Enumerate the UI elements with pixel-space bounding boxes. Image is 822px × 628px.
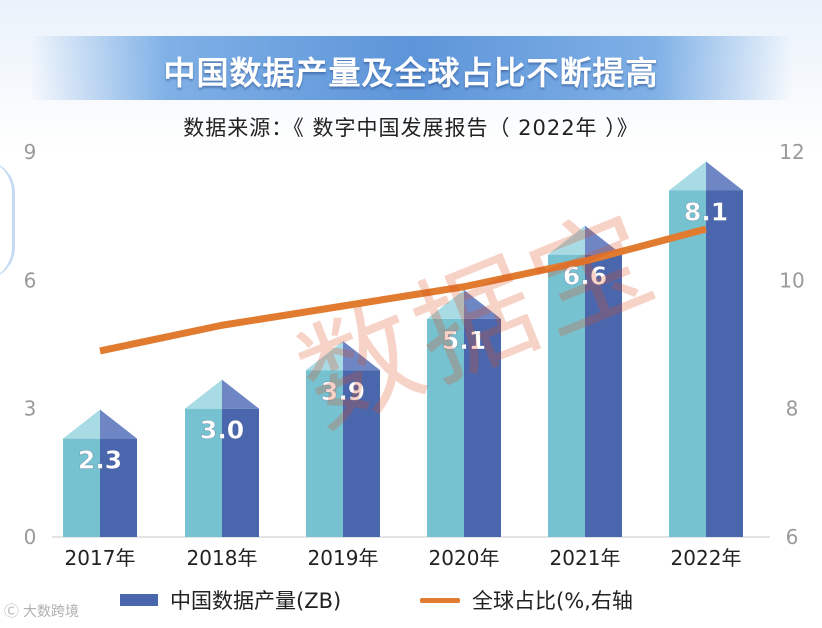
bar-cap-right [585, 225, 622, 255]
bar-data-label: 2.3 [78, 446, 122, 475]
logo-icon: Ⓒ [4, 602, 20, 620]
legend-item-bar: 中国数据产量(ZB) [120, 585, 341, 615]
logo-text: 大数跨境 [23, 603, 80, 620]
bar-data-label: 6.6 [563, 262, 607, 291]
bar-right-face [100, 438, 137, 537]
line-series-global-share [99, 225, 707, 355]
bar-cap-right [343, 341, 380, 371]
bar-left-face [185, 408, 222, 537]
bar-data-label: 3.9 [321, 377, 365, 406]
bar-left-face [669, 190, 706, 537]
bar-cap-right [464, 289, 501, 319]
legend-bar-swatch [120, 594, 158, 606]
bar-cap-right [100, 409, 137, 439]
x-tick-label: 2022年 [671, 546, 742, 570]
bar-cap-left [427, 289, 464, 319]
bar-right-face [343, 370, 380, 537]
bar [669, 161, 743, 537]
bar-right-face [706, 190, 743, 537]
title-banner [30, 36, 792, 100]
x-tick-label: 2020年 [429, 546, 500, 570]
bar [427, 289, 501, 537]
x-tick-label: 2021年 [550, 546, 621, 570]
y-right-tick-label: 12 [779, 140, 804, 164]
bar-right-face [222, 408, 259, 537]
decorative-arc [0, 160, 15, 280]
bar-data-label: 5.1 [442, 326, 486, 355]
chart-title: 中国数据产量及全球占比不断提高 [163, 54, 659, 92]
bar-cap-left [63, 409, 100, 439]
bar-data-label: 8.1 [684, 198, 728, 227]
bar-cap-right [706, 161, 743, 191]
bar-data-label: 3.0 [200, 416, 244, 445]
y-right-tick-label: 10 [779, 268, 804, 292]
bar-cap-right [222, 379, 259, 409]
bar [548, 225, 622, 537]
legend-line-swatch [420, 597, 460, 603]
x-tick-label: 2019年 [308, 546, 379, 570]
bar-left-face [548, 254, 585, 537]
bar-cap-left [306, 341, 343, 371]
bar-left-face [427, 318, 464, 537]
y-right-tick-label: 8 [786, 397, 799, 421]
y-left-tick-label: 6 [24, 268, 37, 292]
x-tick-label: 2017年 [65, 546, 136, 570]
y-right-tick-label: 6 [786, 525, 799, 549]
bar-right-face [585, 254, 622, 537]
x-tick-label: 2018年 [187, 546, 258, 570]
bar [306, 341, 380, 537]
source-logo: Ⓒ 大数跨境 [4, 600, 79, 621]
bar [185, 379, 259, 537]
bar-left-face [63, 438, 100, 537]
bar-cap-left [548, 225, 585, 255]
legend-bar-label: 中国数据产量(ZB) [170, 589, 342, 613]
legend-line-label: 全球占比(%,右轴 [472, 589, 633, 613]
legend: 中国数据产量(ZB) 全球占比(%,右轴 [0, 585, 822, 615]
bar [63, 409, 137, 537]
bar-cap-left [669, 161, 706, 191]
bar-right-face [464, 318, 501, 537]
chart-source: 数据来源：《 数字中国发展报告（ 2022年 ）》 [183, 116, 639, 140]
legend-item-line: 全球占比(%,右轴 [420, 585, 633, 615]
y-left-tick-label: 3 [24, 397, 37, 421]
y-left-tick-label: 0 [24, 525, 37, 549]
bar-left-face [306, 370, 343, 537]
bar-cap-left [185, 379, 222, 409]
y-left-tick-label: 9 [24, 140, 37, 164]
